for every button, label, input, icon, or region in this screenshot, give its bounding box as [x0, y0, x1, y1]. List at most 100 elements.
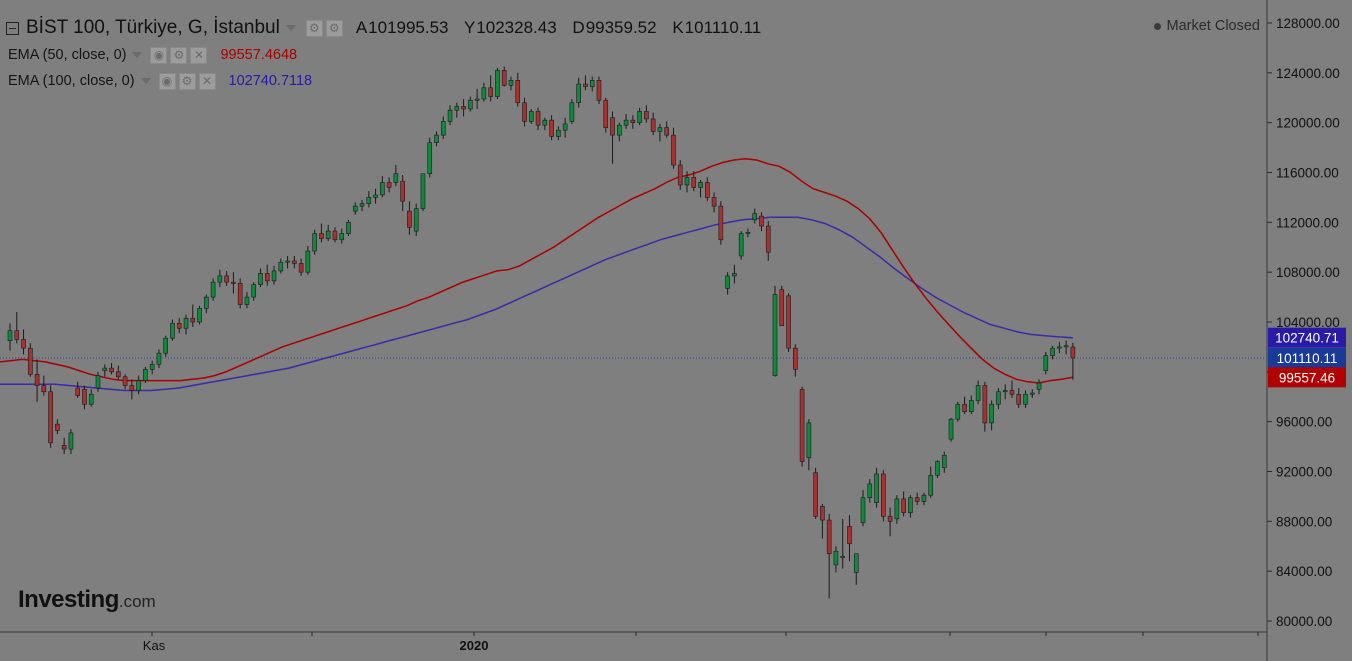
candle[interactable]: [231, 272, 236, 294]
candle[interactable]: [102, 364, 108, 377]
candle[interactable]: [149, 360, 155, 375]
chevron-down-icon[interactable]: [140, 78, 151, 84]
candle[interactable]: [671, 127, 676, 169]
candle[interactable]: [1043, 351, 1049, 375]
candle[interactable]: [840, 518, 846, 569]
candle[interactable]: [718, 201, 724, 245]
candle[interactable]: [630, 115, 636, 129]
candle[interactable]: [623, 113, 629, 129]
candle[interactable]: [75, 381, 80, 398]
eye-icon[interactable]: ◉: [150, 46, 168, 64]
candle[interactable]: [407, 201, 412, 235]
candle[interactable]: [589, 76, 595, 92]
candle[interactable]: [738, 231, 744, 260]
candle[interactable]: [122, 374, 128, 390]
chevron-down-icon[interactable]: [132, 52, 143, 58]
candle[interactable]: [955, 401, 961, 422]
candle[interactable]: [163, 335, 169, 357]
candle[interactable]: [109, 363, 114, 375]
candle[interactable]: [346, 219, 351, 237]
price-axis[interactable]: 128000.00 124000.00 120000.00 116000.00 1120…: [1267, 16, 1340, 629]
candle[interactable]: [386, 177, 392, 193]
candle[interactable]: [319, 223, 324, 243]
candle[interactable]: [596, 76, 602, 104]
candle[interactable]: [603, 97, 609, 133]
candle[interactable]: [779, 285, 785, 327]
collapse-icon[interactable]: [6, 21, 19, 35]
candle[interactable]: [969, 395, 974, 415]
candle[interactable]: [1063, 340, 1069, 355]
candle[interactable]: [569, 98, 575, 124]
candle[interactable]: [657, 123, 663, 142]
candle[interactable]: [725, 272, 730, 295]
candle[interactable]: [528, 108, 534, 124]
eye-icon[interactable]: ◉: [158, 72, 176, 90]
candle[interactable]: [813, 467, 818, 519]
candle[interactable]: [948, 417, 954, 442]
candle[interactable]: [461, 98, 466, 117]
candle[interactable]: [1002, 384, 1008, 400]
indicator-ema50[interactable]: EMA (50, close, 0) ◉ ⚙ ✕ 99557.4648: [8, 45, 297, 65]
candle[interactable]: [853, 553, 859, 585]
chevron-down-icon[interactable]: [285, 25, 296, 31]
candle[interactable]: [928, 466, 934, 498]
candle[interactable]: [765, 221, 771, 261]
candle[interactable]: [285, 255, 290, 269]
candle[interactable]: [41, 375, 47, 396]
candle[interactable]: [542, 117, 548, 131]
candle[interactable]: [129, 379, 135, 400]
candle[interactable]: [549, 115, 554, 141]
candle[interactable]: [1016, 388, 1022, 408]
candle[interactable]: [278, 258, 284, 274]
candle[interactable]: [170, 319, 175, 341]
candle[interactable]: [711, 192, 717, 213]
candle[interactable]: [183, 314, 189, 335]
candle[interactable]: [793, 344, 798, 377]
candle[interactable]: [474, 89, 480, 109]
candle[interactable]: [7, 323, 13, 351]
candle[interactable]: [847, 515, 852, 562]
candle[interactable]: [251, 282, 257, 301]
candle[interactable]: [982, 381, 988, 432]
candle[interactable]: [887, 507, 893, 537]
settings-icon[interactable]: ⚙: [305, 19, 323, 37]
candle[interactable]: [116, 365, 121, 380]
candle[interactable]: [305, 246, 311, 275]
candle[interactable]: [610, 111, 615, 164]
candle[interactable]: [820, 503, 825, 539]
candle[interactable]: [522, 97, 527, 127]
candle[interactable]: [427, 137, 433, 178]
candle[interactable]: [332, 227, 338, 243]
candle[interactable]: [637, 107, 642, 126]
candle[interactable]: [644, 105, 649, 123]
candle[interactable]: [488, 75, 493, 102]
indicator-ema100[interactable]: EMA (100, close, 0) ◉ ⚙ ✕ 102740.7118: [8, 71, 312, 91]
candle[interactable]: [894, 495, 900, 524]
candle[interactable]: [874, 467, 879, 508]
candle[interactable]: [921, 492, 927, 506]
candle[interactable]: [380, 176, 385, 198]
symbol-title[interactable]: BİST 100, Türkiye, G, İstanbul: [26, 17, 280, 38]
candle[interactable]: [312, 229, 317, 255]
candle[interactable]: [1036, 379, 1042, 395]
candle[interactable]: [1070, 342, 1076, 380]
candle[interactable]: [962, 396, 967, 415]
candle[interactable]: [393, 165, 399, 187]
candle[interactable]: [1029, 389, 1035, 398]
candle[interactable]: [684, 171, 690, 193]
candle[interactable]: [975, 380, 981, 405]
candle[interactable]: [68, 429, 74, 455]
candle[interactable]: [1009, 380, 1015, 398]
candle[interactable]: [373, 188, 378, 204]
candle[interactable]: [359, 199, 365, 212]
candle[interactable]: [217, 269, 223, 288]
candle[interactable]: [1057, 341, 1062, 354]
close-icon[interactable]: ✕: [198, 72, 216, 90]
candle[interactable]: [556, 126, 561, 141]
candle[interactable]: [190, 304, 196, 327]
candle[interactable]: [339, 228, 345, 244]
candle[interactable]: [806, 419, 812, 471]
candle[interactable]: [244, 292, 250, 309]
candle[interactable]: [156, 349, 162, 369]
